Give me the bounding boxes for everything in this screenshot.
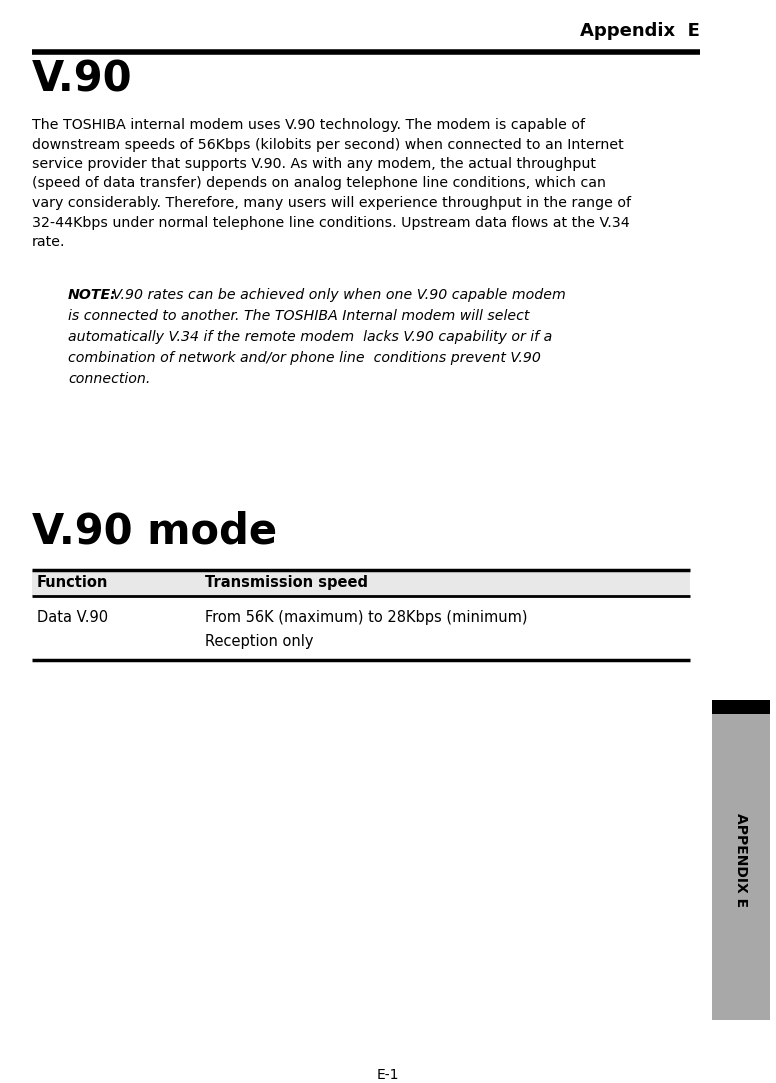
Text: V.90: V.90 bbox=[32, 58, 133, 100]
Bar bbox=[712, 700, 770, 1020]
Text: service provider that supports V.90. As with any modem, the actual throughput: service provider that supports V.90. As … bbox=[32, 157, 596, 171]
Text: combination of network and/or phone line  conditions prevent V.90: combination of network and/or phone line… bbox=[68, 351, 541, 365]
Text: APPENDIX E: APPENDIX E bbox=[734, 813, 748, 908]
Text: E-1: E-1 bbox=[377, 1068, 399, 1082]
Text: rate.: rate. bbox=[32, 235, 65, 249]
Bar bbox=[712, 700, 770, 714]
Text: downstream speeds of 56Kbps (kilobits per second) when connected to an Internet: downstream speeds of 56Kbps (kilobits pe… bbox=[32, 138, 624, 152]
Text: Transmission speed: Transmission speed bbox=[205, 575, 368, 590]
Text: 32-44Kbps under normal telephone line conditions. Upstream data flows at the V.3: 32-44Kbps under normal telephone line co… bbox=[32, 216, 630, 230]
Text: Appendix  E: Appendix E bbox=[580, 22, 700, 40]
Text: The TOSHIBA internal modem uses V.90 technology. The modem is capable of: The TOSHIBA internal modem uses V.90 tec… bbox=[32, 118, 585, 132]
Text: connection.: connection. bbox=[68, 371, 151, 386]
Text: Data V.90: Data V.90 bbox=[37, 610, 108, 625]
Text: V.90 rates can be achieved only when one V.90 capable modem: V.90 rates can be achieved only when one… bbox=[108, 288, 566, 302]
Text: vary considerably. Therefore, many users will experience throughput in the range: vary considerably. Therefore, many users… bbox=[32, 196, 631, 210]
Text: V.90 mode: V.90 mode bbox=[32, 510, 277, 552]
Text: is connected to another. The TOSHIBA Internal modem will select: is connected to another. The TOSHIBA Int… bbox=[68, 309, 529, 323]
Text: automatically V.34 if the remote modem  lacks V.90 capability or if a: automatically V.34 if the remote modem l… bbox=[68, 330, 553, 344]
Text: (speed of data transfer) depends on analog telephone line conditions, which can: (speed of data transfer) depends on anal… bbox=[32, 177, 606, 191]
Text: Reception only: Reception only bbox=[205, 634, 314, 649]
Text: NOTE:: NOTE: bbox=[68, 288, 116, 302]
Text: Function: Function bbox=[37, 575, 109, 590]
Bar bbox=[32, 570, 690, 596]
Text: From 56K (maximum) to 28Kbps (minimum): From 56K (maximum) to 28Kbps (minimum) bbox=[205, 610, 528, 625]
